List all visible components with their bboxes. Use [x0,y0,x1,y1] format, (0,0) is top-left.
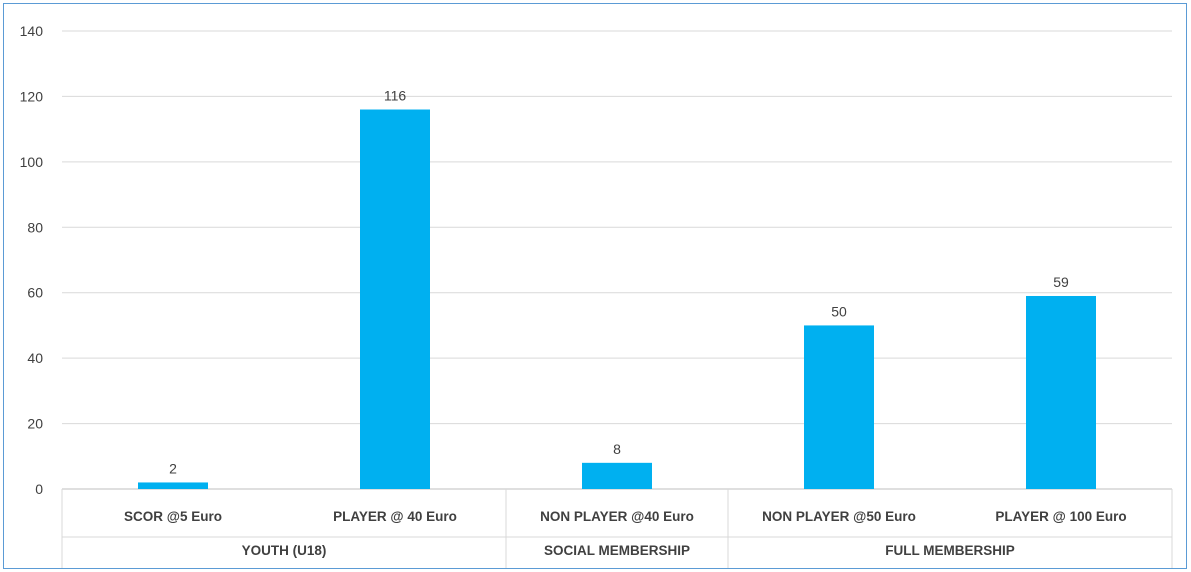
y-tick-label: 60 [27,285,43,301]
y-tick-label: 0 [35,481,43,497]
x-group-label: FULL MEMBERSHIP [885,543,1015,558]
y-tick-label: 20 [27,416,43,432]
x-category-label: NON PLAYER @40 Euro [540,509,694,524]
bar-3 [804,325,874,489]
y-tick-label: 100 [20,154,44,170]
data-label: 59 [1053,274,1069,290]
data-label: 8 [613,441,621,457]
bar-2 [582,462,652,489]
y-tick-label: 80 [27,219,43,235]
x-category-label: PLAYER @ 100 Euro [995,509,1126,524]
x-group-label: SOCIAL MEMBERSHIP [544,543,690,558]
x-group-label: YOUTH (U18) [242,543,327,558]
y-tick-label: 40 [27,350,43,366]
x-category-label: SCOR @5 Euro [124,509,222,524]
bar-4 [1026,295,1096,489]
data-label: 2 [169,460,177,476]
bar-0 [138,482,208,489]
y-tick-label: 120 [20,88,44,104]
x-category-label: NON PLAYER @50 Euro [762,509,916,524]
y-tick-label: 140 [20,23,44,39]
data-label: 116 [384,88,407,104]
bar-1 [360,109,430,489]
chart-frame [3,3,1187,569]
x-category-label: PLAYER @ 40 Euro [333,509,457,524]
data-label: 50 [831,303,847,319]
